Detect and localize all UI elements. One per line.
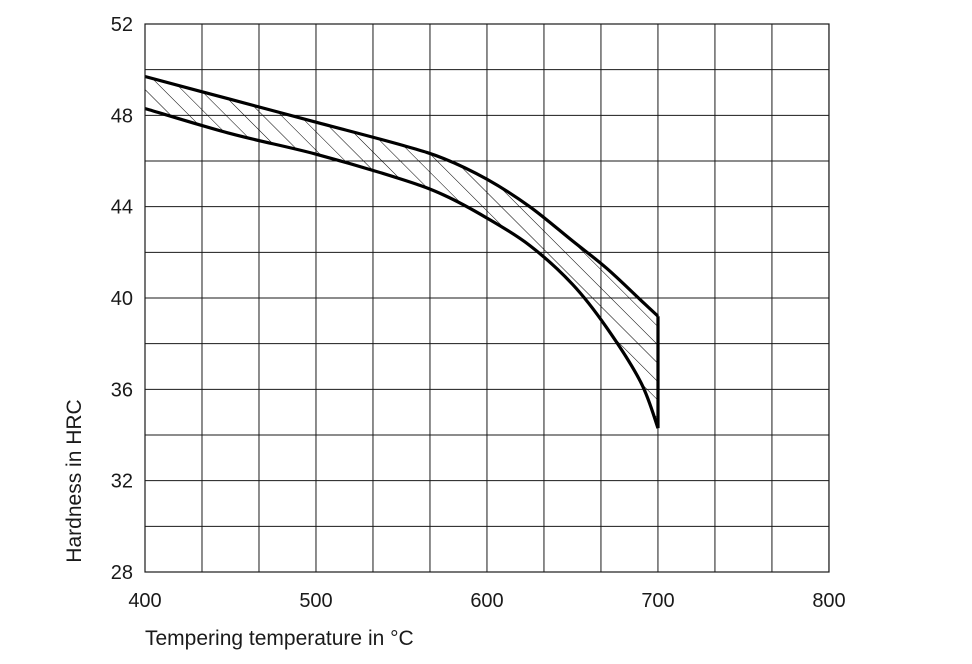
y-tick-label-48: 48 xyxy=(111,105,133,127)
plot-frame xyxy=(144,23,830,573)
x-tick-label-500: 500 xyxy=(299,590,332,612)
y-tick-label-32: 32 xyxy=(111,471,133,493)
lower-hardness-curve xyxy=(144,106,660,429)
y-tick-label-36: 36 xyxy=(111,379,133,401)
y-tick-label-44: 44 xyxy=(111,197,133,219)
y-tick-label-40: 40 xyxy=(111,288,133,310)
x-tick-label-700: 700 xyxy=(641,590,674,612)
y-axis-label: Hardness in HRC xyxy=(63,399,86,562)
x-tick-label-600: 600 xyxy=(470,590,503,612)
y-tick-label-28: 28 xyxy=(111,562,133,584)
upper-hardness-curve xyxy=(144,74,660,318)
y-tick-labels: 28 32 36 40 44 48 52 xyxy=(111,14,133,584)
x-tick-labels: 400 500 600 700 800 xyxy=(128,590,845,612)
x-tick-label-800: 800 xyxy=(812,590,845,612)
hardness-range-band xyxy=(145,76,658,429)
x-tick-label-400: 400 xyxy=(128,590,161,612)
y-tick-label-52: 52 xyxy=(111,14,133,36)
x-axis-label: Tempering temperature in °C xyxy=(145,627,414,650)
